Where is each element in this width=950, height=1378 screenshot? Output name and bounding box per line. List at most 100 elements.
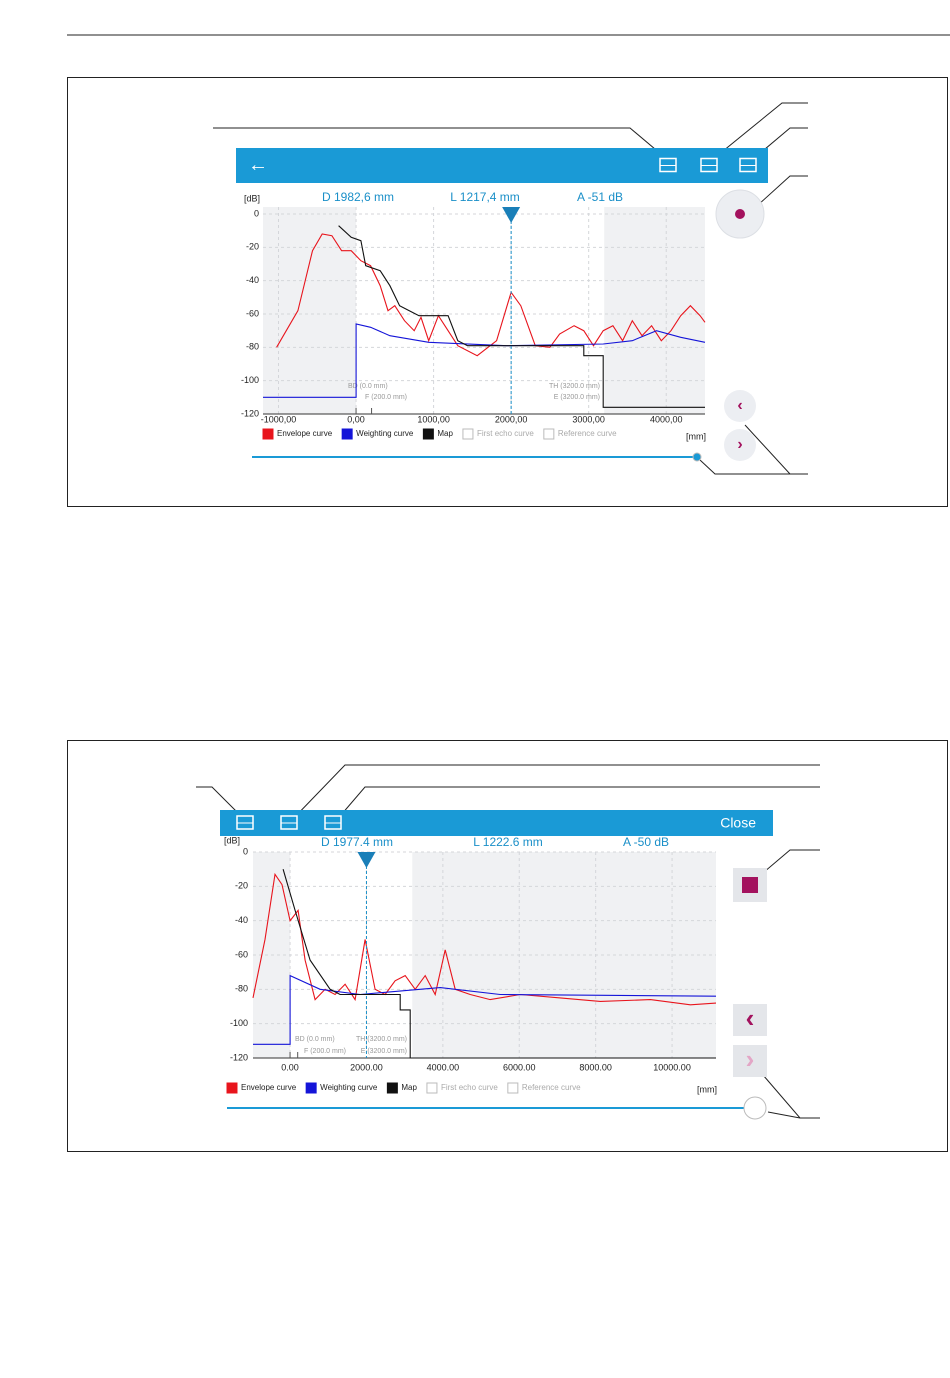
y-tick-label: -80: [246, 342, 259, 352]
legend-label: Weighting curve: [356, 429, 414, 438]
callout: [756, 849, 820, 879]
y-tick-label: -20: [246, 242, 259, 252]
slider-knob[interactable]: [692, 452, 702, 462]
x-tick-label: 8000.00: [579, 1062, 612, 1072]
close-button[interactable]: Close: [720, 815, 756, 831]
shaded-region: [412, 852, 716, 1058]
nav-arrow: ›: [737, 436, 742, 453]
y-tick-label: -100: [230, 1018, 248, 1028]
callout: [699, 459, 790, 475]
x-unit: [mm]: [697, 1084, 717, 1094]
x-tick-label: 4000.00: [427, 1062, 460, 1072]
y-tick-label: 0: [243, 846, 248, 856]
legend-label: Reference curve: [558, 429, 617, 438]
y-unit: [dB]: [224, 835, 240, 845]
nav-button[interactable]: [724, 429, 756, 461]
legend-swatch[interactable]: [262, 428, 274, 440]
x-tick-label: 0,00: [347, 414, 365, 424]
cursor-handle[interactable]: [357, 852, 376, 868]
legend-swatch[interactable]: [226, 1082, 238, 1094]
y-unit: [dB]: [244, 193, 260, 203]
nav-arrow: ‹: [746, 1003, 755, 1033]
readout: A -50 dB: [623, 835, 669, 849]
y-tick-label: -120: [241, 408, 259, 418]
marker-label: BD (0.0 mm): [348, 383, 388, 390]
readout: L 1217,4 mm: [450, 190, 520, 204]
y-tick-label: -40: [235, 915, 248, 925]
y-tick-label: -60: [246, 308, 259, 318]
record-dot: [735, 209, 745, 219]
legend-swatch[interactable]: [543, 428, 555, 440]
readout: D 1977.4 mm: [321, 835, 393, 849]
callout: [757, 175, 808, 206]
shaded-region: [604, 207, 705, 414]
x-tick-label: 6000.00: [503, 1062, 536, 1072]
y-tick-label: 0: [254, 208, 259, 218]
series-line: [253, 974, 717, 1045]
readout: D 1982,6 mm: [322, 190, 394, 204]
callout: [767, 1111, 801, 1119]
callout: [196, 786, 241, 816]
callout: [711, 102, 808, 161]
readout: L 1222.6 mm: [473, 835, 543, 849]
marker-label: E (3200.0 mm): [361, 1048, 407, 1055]
x-tick-label: 2000.00: [350, 1062, 383, 1072]
x-tick-label: 0.00: [281, 1062, 299, 1072]
legend-swatch[interactable]: [426, 1082, 438, 1094]
marker-label: F (200.0 mm): [365, 394, 407, 401]
cursor-handle[interactable]: [502, 207, 521, 223]
nav-button[interactable]: [733, 1004, 767, 1036]
y-tick-label: -80: [235, 984, 248, 994]
marker-label: TH (3200.0 mm): [356, 1036, 407, 1043]
slider-knob[interactable]: [743, 1096, 767, 1120]
legend-swatch[interactable]: [422, 428, 434, 440]
app-bar: [220, 810, 773, 836]
nav-arrow: ›: [746, 1044, 755, 1074]
legend-swatch[interactable]: [386, 1082, 398, 1094]
legend-swatch[interactable]: [462, 428, 474, 440]
y-tick-label: -20: [235, 881, 248, 891]
x-tick-label: 10000.00: [653, 1062, 691, 1072]
figure-frame: [67, 740, 948, 1152]
app-bar: [236, 148, 768, 183]
legend-label: Envelope curve: [241, 1083, 297, 1092]
x-unit: [mm]: [686, 431, 706, 441]
series-line: [276, 233, 706, 357]
marker-label: TH (3200.0 mm): [549, 383, 600, 390]
marker-label: E (3200.0 mm): [554, 394, 600, 401]
legend-swatch[interactable]: [341, 428, 353, 440]
x-tick-label: -1000,00: [261, 414, 297, 424]
marker-label: BD (0.0 mm): [295, 1036, 335, 1043]
y-tick-label: -100: [241, 375, 259, 385]
nav-arrow: ‹: [737, 397, 742, 414]
nav-button[interactable]: [733, 1045, 767, 1077]
legend-label: Reference curve: [522, 1083, 581, 1092]
legend-label: Map: [401, 1083, 417, 1092]
x-tick-label: 2000,00: [495, 414, 528, 424]
series-line: [263, 323, 706, 398]
x-tick-label: 3000,00: [572, 414, 605, 424]
marker-label: F (200.0 mm): [304, 1048, 346, 1055]
legend-label: First echo curve: [441, 1083, 498, 1092]
legend-label: Map: [437, 429, 453, 438]
callout: [289, 764, 820, 823]
nav-button[interactable]: [724, 390, 756, 422]
y-tick-label: -60: [235, 949, 248, 959]
stop-icon: [742, 877, 758, 893]
figure-frame: [67, 77, 948, 507]
x-tick-label: 1000,00: [417, 414, 450, 424]
legend-swatch[interactable]: [507, 1082, 519, 1094]
series-line: [282, 869, 716, 1059]
shaded-region: [263, 207, 357, 414]
x-tick-label: 4000,00: [650, 414, 683, 424]
y-tick-label: -120: [230, 1052, 248, 1062]
series-line: [338, 225, 705, 408]
y-tick-label: -40: [246, 275, 259, 285]
back-button[interactable]: ←: [248, 154, 268, 176]
legend-label: Envelope curve: [277, 429, 333, 438]
legend-label: Weighting curve: [320, 1083, 378, 1092]
readout: A -51 dB: [577, 190, 623, 204]
legend-swatch[interactable]: [305, 1082, 317, 1094]
